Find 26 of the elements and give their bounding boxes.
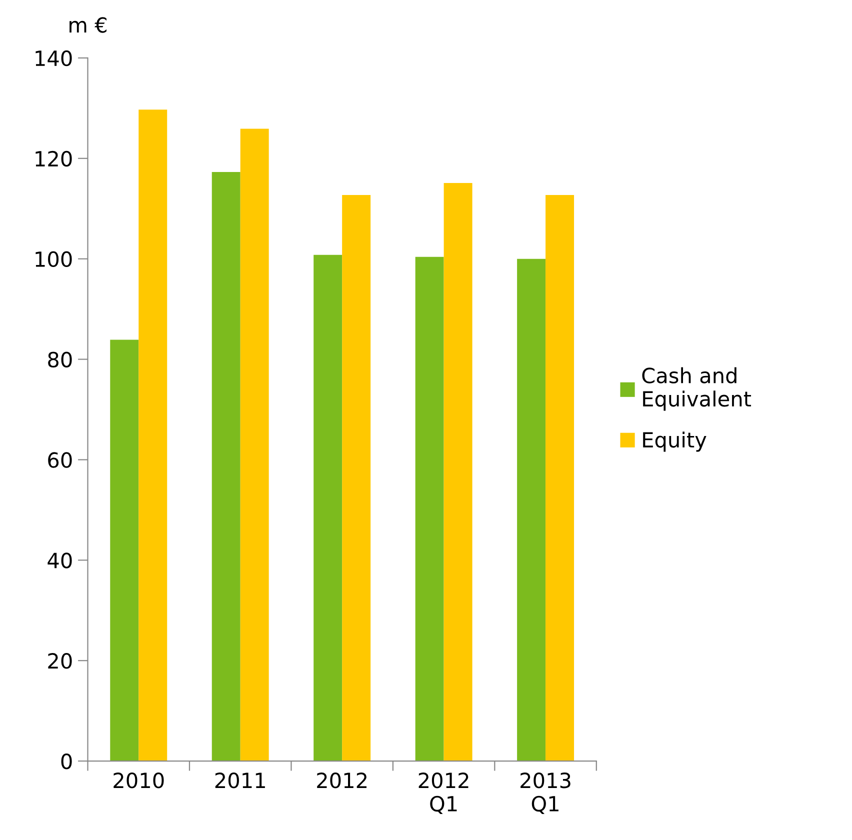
bar	[138, 110, 168, 762]
y-tick-label: 0	[61, 753, 72, 770]
y-tick-label: 60	[48, 452, 72, 468]
y-tick-label: 20	[48, 653, 72, 669]
legend-label: Cash and Equivalent	[642, 367, 752, 411]
bar	[415, 256, 444, 762]
bar	[517, 258, 546, 762]
x-tick-label: 2010	[114, 772, 164, 788]
bar	[444, 183, 472, 762]
y-tick-label: 140	[36, 50, 72, 66]
y-tick-label: 40	[48, 552, 72, 568]
x-tick-label: 2012	[317, 772, 366, 788]
y-tick-label: 120	[36, 150, 72, 167]
bar	[240, 128, 269, 762]
y-tick-label: 100	[36, 251, 72, 268]
x-tick-label: 2012 Q1	[418, 772, 468, 814]
x-tick-label: 2013 Q1	[520, 772, 570, 814]
bar	[212, 172, 240, 762]
bar	[110, 340, 139, 762]
y-tick-label: 80	[48, 352, 72, 368]
x-tick-label: 2011	[215, 772, 265, 788]
bar	[314, 254, 342, 762]
legend-label: Equity	[643, 432, 706, 452]
bar	[342, 195, 371, 762]
bar	[546, 195, 574, 762]
y-axis-title: m €	[70, 17, 106, 33]
